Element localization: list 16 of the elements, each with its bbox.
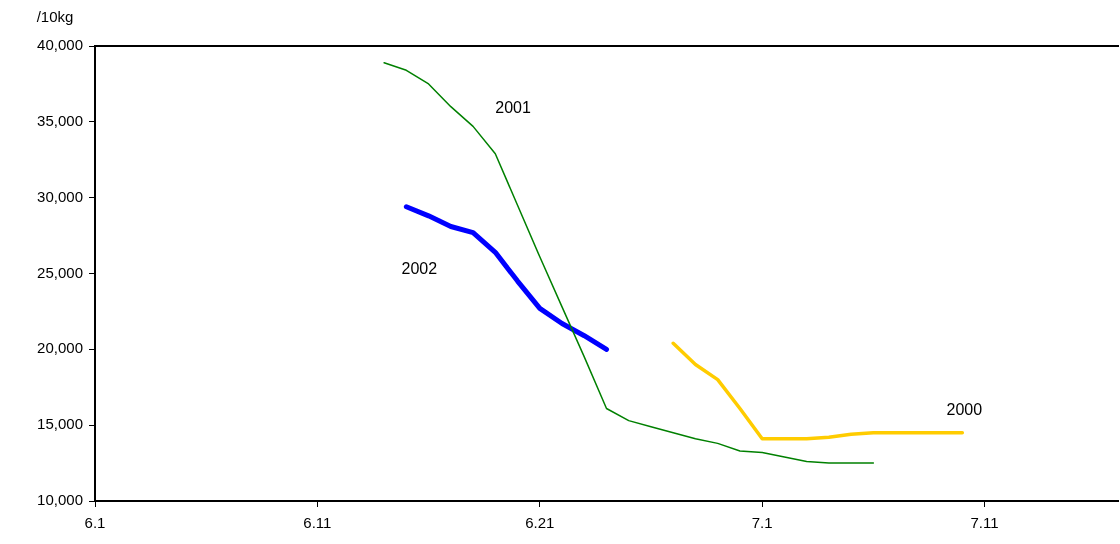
y-axis-title: /10kg <box>36 8 74 26</box>
y-tick-label: 20,000 <box>37 339 83 357</box>
x-tick-label: 6.11 <box>303 514 332 532</box>
x-tick-label: 7.1 <box>751 514 773 532</box>
text: 2002 <box>401 260 438 278</box>
y-tick-label: 40,000 <box>37 36 83 54</box>
y-tick-label: 15,000 <box>37 415 83 433</box>
x-tick-label: 6.1 <box>84 514 106 532</box>
y-tick-label: 25,000 <box>37 263 83 281</box>
series-label: 2000 <box>946 401 983 419</box>
y-tick-label: 10,000 <box>37 491 83 509</box>
y-tick-label: 30,000 <box>37 187 83 205</box>
x-tick-label: 7.11 <box>970 514 999 532</box>
y-tick-label: 35,000 <box>37 111 83 129</box>
series-label: 2001 <box>495 98 531 116</box>
x-tick-label: 6.21 <box>525 514 555 532</box>
